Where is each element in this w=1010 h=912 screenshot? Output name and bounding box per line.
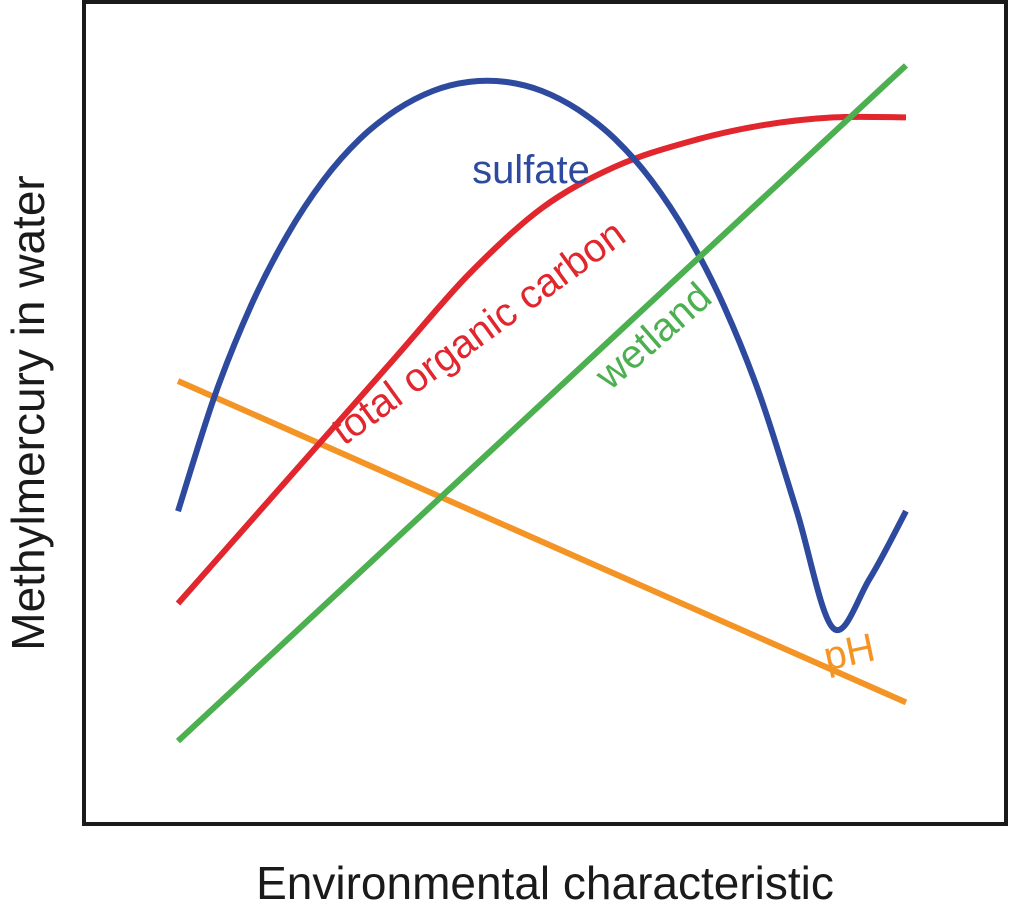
series-layer bbox=[175, 63, 909, 744]
plot-frame bbox=[82, 0, 1008, 826]
x-axis-label: Environmental characteristic bbox=[256, 857, 834, 909]
sulfate-label: sulfate bbox=[472, 148, 590, 192]
y-axis-label: Methylmercury in water bbox=[2, 175, 54, 650]
series-line-sulfate bbox=[175, 77, 909, 634]
ph-label: pH bbox=[820, 625, 879, 679]
series-line-ph bbox=[176, 378, 908, 706]
wetland-label: wetland bbox=[586, 274, 720, 398]
label-layer: sulfate total organic carbon wetland pH bbox=[323, 148, 879, 679]
total-organic-carbon-label: total organic carbon bbox=[323, 211, 633, 453]
series-line-total-organic-carbon bbox=[175, 113, 907, 606]
series-line-wetland bbox=[175, 63, 909, 744]
